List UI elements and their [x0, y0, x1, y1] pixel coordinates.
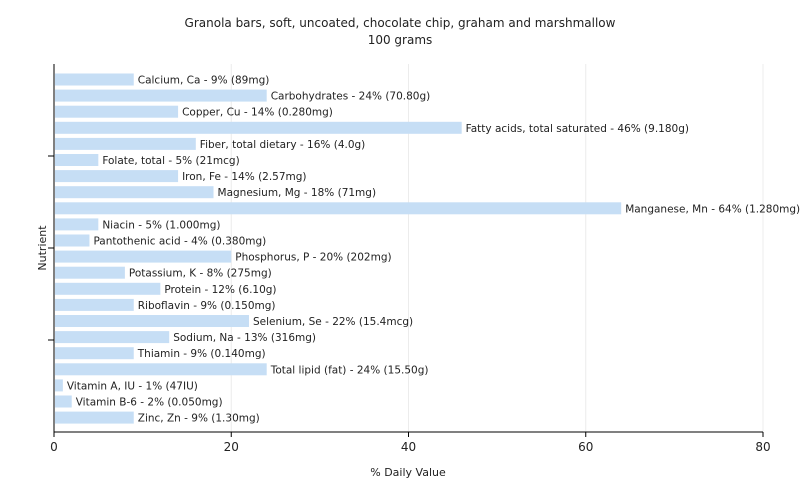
bar-label-2: Copper, Cu - 14% (0.280mg)	[182, 107, 333, 119]
y-axis-title: Nutrient	[36, 225, 49, 271]
bar-18	[55, 363, 267, 376]
bar-label-11: Phosphorus, P - 20% (202mg)	[235, 252, 391, 264]
chart-subtitle: 100 grams	[368, 33, 433, 47]
bar-14	[55, 298, 134, 311]
bar-label-17: Thiamin - 9% (0.140mg)	[137, 348, 266, 360]
bar-9	[55, 218, 99, 231]
bar-label-18: Total lipid (fat) - 24% (15.50g)	[270, 364, 429, 376]
bar-label-19: Vitamin A, IU - 1% (47IU)	[67, 380, 198, 392]
bar-label-7: Magnesium, Mg - 18% (71mg)	[218, 187, 377, 199]
bar-label-16: Sodium, Na - 13% (316mg)	[173, 332, 316, 344]
bar-12	[55, 266, 125, 279]
bar-19	[55, 379, 63, 392]
bar-10	[55, 234, 90, 247]
bar-8	[55, 202, 622, 215]
x-ticks: 0 20 40 60 80	[50, 432, 771, 454]
bar-label-3: Fatty acids, total saturated - 46% (9.18…	[466, 123, 689, 135]
bar-label-4: Fiber, total dietary - 16% (4.0g)	[200, 139, 365, 151]
x-axis-title: % Daily Value	[370, 466, 446, 479]
bar-3	[55, 121, 462, 134]
bar-label-14: Riboflavin - 9% (0.150mg)	[138, 300, 276, 312]
bar-7	[55, 186, 214, 199]
bar-0	[55, 73, 134, 86]
x-tick-label-4: 80	[755, 440, 770, 454]
bar-label-13: Protein - 12% (6.10g)	[164, 284, 276, 296]
x-tick-label-2: 40	[401, 440, 416, 454]
chart-title: Granola bars, soft, uncoated, chocolate …	[185, 16, 616, 30]
bar-label-8: Manganese, Mn - 64% (1.280mg)	[625, 203, 800, 215]
bar-label-9: Niacin - 5% (1.000mg)	[102, 219, 220, 231]
bar-21	[55, 411, 134, 424]
x-tick-label-3: 60	[578, 440, 593, 454]
bar-label-1: Carbohydrates - 24% (70.80g)	[271, 91, 431, 103]
bar-label-10: Pantothenic acid - 4% (0.380mg)	[93, 236, 266, 248]
bar-17	[55, 347, 134, 360]
bar-5	[55, 154, 99, 166]
bar-1	[55, 89, 267, 102]
bar-11	[55, 250, 232, 263]
bar-2	[55, 105, 179, 118]
bar-15	[55, 315, 249, 327]
bars: Calcium, Ca - 9% (89mg)Carbohydrates - 2…	[55, 73, 800, 425]
x-tick-label-1: 20	[224, 440, 239, 454]
bar-label-15: Selenium, Se - 22% (15.4mcg)	[253, 316, 413, 328]
bar-label-21: Zinc, Zn - 9% (1.30mg)	[138, 413, 260, 425]
bar-4	[55, 137, 196, 150]
gridlines	[230, 64, 764, 432]
bar-13	[55, 282, 161, 295]
bar-label-12: Potassium, K - 8% (275mg)	[129, 268, 272, 280]
bar-label-5: Folate, total - 5% (21mcg)	[102, 155, 239, 167]
bar-20	[55, 395, 72, 408]
axes	[48, 64, 763, 433]
bar-label-6: Iron, Fe - 14% (2.57mg)	[182, 171, 306, 183]
x-tick-label-0: 0	[50, 440, 58, 454]
bar-label-0: Calcium, Ca - 9% (89mg)	[138, 75, 270, 87]
bar-16	[55, 331, 170, 344]
bar-label-20: Vitamin B-6 - 2% (0.050mg)	[76, 397, 223, 409]
bar-6	[55, 170, 179, 183]
